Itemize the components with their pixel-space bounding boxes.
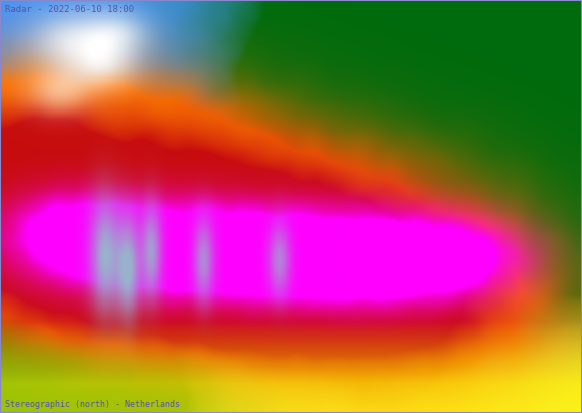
Text: Radar - 2022-06-10 18:00: Radar - 2022-06-10 18:00	[5, 5, 134, 14]
Text: Stereographic (north) - Netherlands: Stereographic (north) - Netherlands	[5, 400, 180, 409]
